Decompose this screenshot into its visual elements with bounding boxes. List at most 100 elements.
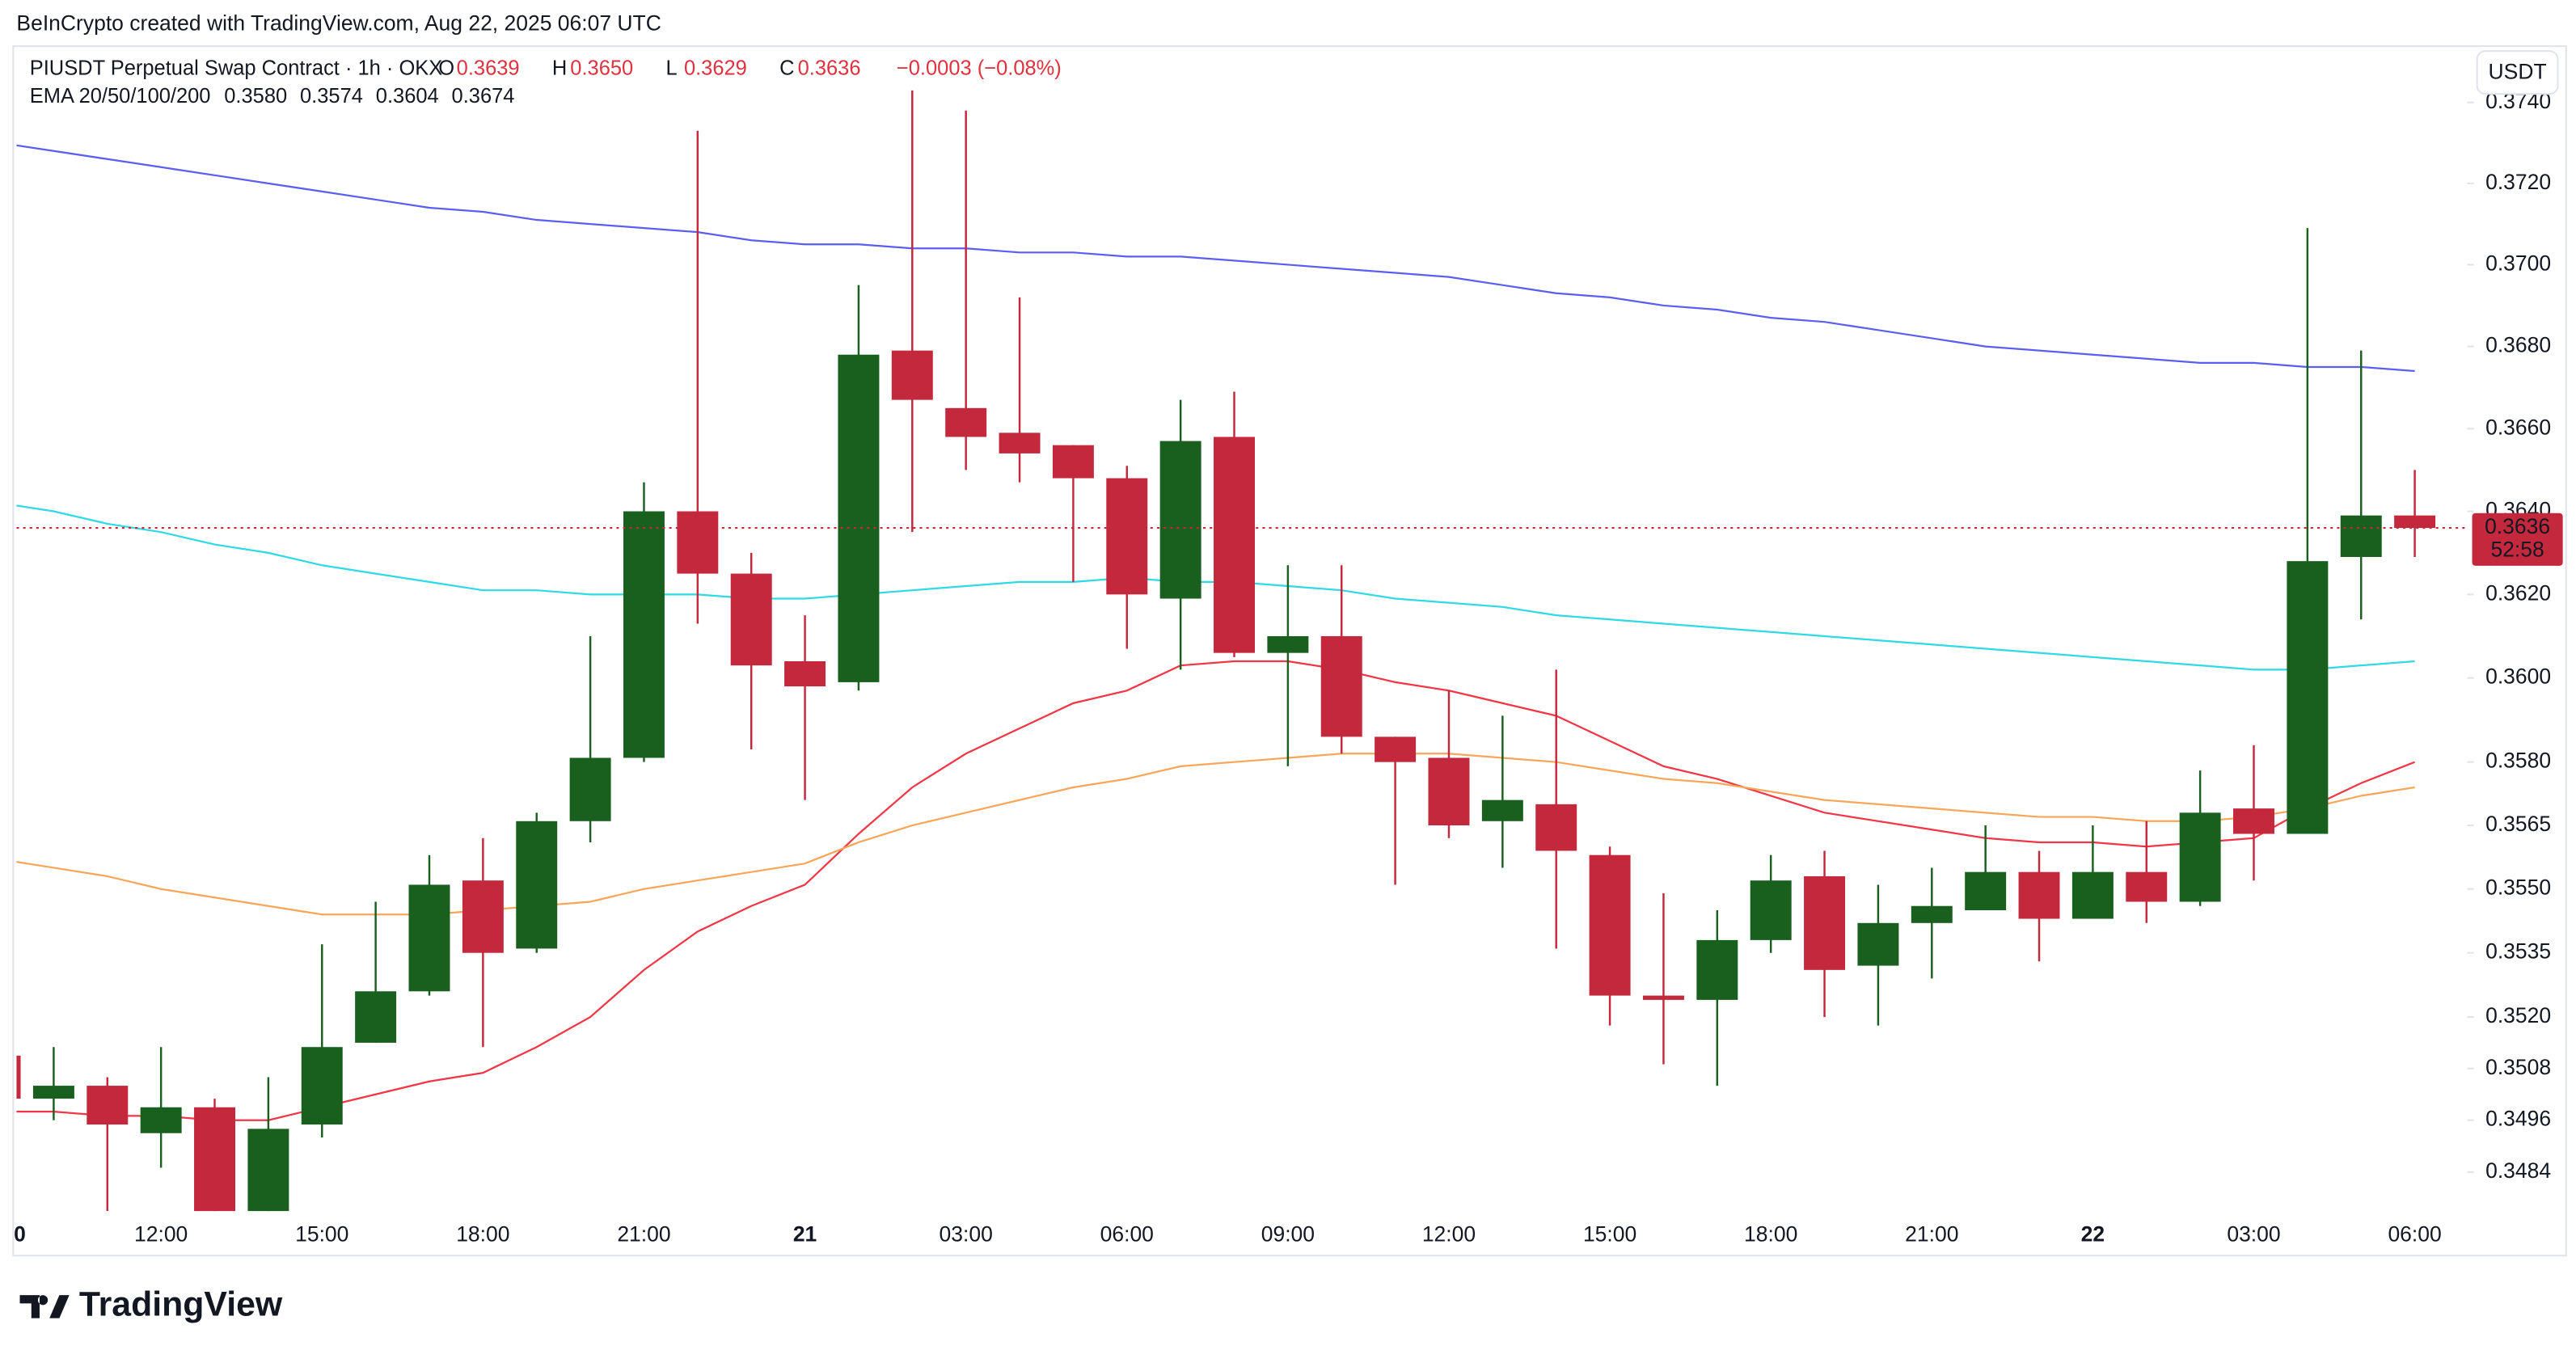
y-tick-label: 0.3535 bbox=[2485, 939, 2551, 964]
symbol: PIUSDT Perpetual Swap Contract · 1h · OK… bbox=[30, 57, 443, 79]
x-tick-label: 03:00 bbox=[940, 1222, 993, 1247]
change: −0.0003 (−0.08%) bbox=[897, 57, 1062, 79]
candle-body bbox=[1750, 880, 1792, 940]
candle-body bbox=[999, 432, 1041, 454]
indicator-value: 0.3604 bbox=[376, 85, 439, 108]
x-tick-label: 18:00 bbox=[456, 1222, 509, 1247]
candle-body bbox=[516, 821, 558, 949]
x-tick-label: 22 bbox=[2081, 1222, 2105, 1247]
candle-body bbox=[623, 511, 665, 758]
legend: PIUSDT Perpetual Swap Contract · 1h · OK… bbox=[30, 57, 1062, 108]
frame bbox=[12, 45, 2567, 1257]
ohlc-value: 0.3639 bbox=[457, 57, 520, 79]
candle-body bbox=[32, 1086, 74, 1099]
indicator-value: 0.3674 bbox=[452, 85, 515, 108]
candle-body bbox=[87, 1086, 129, 1125]
indicator: EMA 20/50/100/200 bbox=[30, 85, 211, 108]
y-tick-label: 0.3720 bbox=[2485, 170, 2551, 194]
candle-body bbox=[784, 660, 826, 687]
indicator-value: 0.3580 bbox=[224, 85, 287, 108]
ohlc-value: 0.3650 bbox=[570, 57, 633, 79]
x-tick-label: 06:00 bbox=[1100, 1222, 1154, 1247]
candle-body bbox=[1696, 939, 1738, 1000]
currency-box[interactable] bbox=[2476, 50, 2559, 95]
x-tick-label: 15:00 bbox=[1583, 1222, 1636, 1247]
y-tick-label: 0.3700 bbox=[2485, 251, 2551, 275]
candle-body bbox=[1320, 635, 1362, 737]
ohlc-key: O bbox=[438, 57, 454, 79]
candle-body bbox=[1857, 922, 1899, 966]
candle-body bbox=[2394, 515, 2436, 529]
candle-body bbox=[2287, 561, 2329, 834]
x-tick-label: 18:00 bbox=[1744, 1222, 1797, 1247]
candle-body bbox=[1481, 799, 1523, 821]
candle-body bbox=[1159, 441, 1201, 599]
y-tick-label: 0.3508 bbox=[2485, 1055, 2551, 1079]
y-tick-label: 0.3660 bbox=[2485, 415, 2551, 439]
candle-body bbox=[2126, 871, 2168, 902]
ema-line bbox=[16, 753, 2415, 916]
candle-body bbox=[730, 573, 772, 666]
x-tick-label: 03:00 bbox=[2227, 1222, 2280, 1247]
candle-body bbox=[140, 1107, 182, 1133]
y-tick-label: 0.3565 bbox=[2485, 812, 2551, 836]
candle-body bbox=[1052, 445, 1094, 479]
candle-body bbox=[408, 884, 450, 992]
candle-body bbox=[891, 350, 933, 400]
candle-body bbox=[1375, 736, 1417, 762]
ohlc-key: C bbox=[779, 57, 794, 79]
y-tick-label: 0.3484 bbox=[2485, 1158, 2551, 1183]
candle-body bbox=[194, 1107, 235, 1212]
y-tick-label: 0.3620 bbox=[2485, 580, 2551, 605]
x-tick-label: 09:00 bbox=[1261, 1222, 1315, 1247]
ema-line bbox=[16, 504, 2415, 671]
last-price-box bbox=[2472, 513, 2563, 566]
candle-body bbox=[301, 1047, 343, 1125]
currency[interactable]: USDT bbox=[2489, 60, 2547, 84]
ohlc-value: 0.3636 bbox=[798, 57, 861, 79]
ohlc-value: 0.3629 bbox=[684, 57, 747, 79]
ema-line bbox=[16, 660, 2416, 1121]
candle-body bbox=[677, 511, 719, 574]
candle-body bbox=[1428, 757, 1470, 826]
x-tick-label: 21:00 bbox=[617, 1222, 670, 1247]
candle-body bbox=[2018, 871, 2060, 919]
candle-body bbox=[1106, 478, 1148, 595]
logo-icon bbox=[19, 1295, 70, 1318]
y-tick-label: 0.3496 bbox=[2485, 1107, 2551, 1131]
candle-body bbox=[462, 880, 504, 953]
x-tick-label: 06:00 bbox=[2388, 1222, 2441, 1247]
y-tick-label: 0.3580 bbox=[2485, 749, 2551, 773]
indicator-value: 0.3574 bbox=[300, 85, 363, 108]
x-tick-label: 12:00 bbox=[1422, 1222, 1476, 1247]
candle-body bbox=[355, 991, 397, 1043]
last-price-label: 0.3636 bbox=[2485, 514, 2550, 538]
ohlc-key: L bbox=[666, 57, 678, 79]
candle-body bbox=[1965, 871, 2007, 911]
candle-body bbox=[945, 407, 987, 437]
candle-body bbox=[1214, 437, 1255, 653]
y-tick-label: 0.3550 bbox=[2485, 875, 2551, 900]
y-tick-label: 0.3520 bbox=[2485, 1003, 2551, 1027]
candle-body bbox=[1589, 854, 1631, 996]
candle-body bbox=[16, 1055, 21, 1099]
logo: TradingView bbox=[19, 1285, 283, 1324]
y-tick-label: 0.3680 bbox=[2485, 333, 2551, 357]
x-tick-label: 21 bbox=[793, 1222, 817, 1247]
ema-line bbox=[16, 144, 2415, 373]
y-tick-label: 0.3600 bbox=[2485, 664, 2551, 689]
candle-body bbox=[1642, 995, 1684, 1000]
brand: TradingView bbox=[79, 1285, 283, 1324]
credit: BeInCrypto created with TradingView.com,… bbox=[16, 11, 661, 36]
candle-body bbox=[1267, 635, 1309, 653]
candle-body bbox=[2071, 871, 2114, 919]
candle-body bbox=[1535, 804, 1577, 851]
ohlc-key: H bbox=[552, 57, 567, 79]
plot bbox=[16, 90, 2468, 1212]
x-tick-label: 15:00 bbox=[295, 1222, 348, 1247]
countdown: 52:58 bbox=[2490, 538, 2544, 562]
x-tick-label: 21:00 bbox=[1905, 1222, 1958, 1247]
candle-body bbox=[247, 1129, 289, 1212]
x-tick-label: 12:00 bbox=[134, 1222, 188, 1247]
candle-body bbox=[2179, 812, 2221, 902]
